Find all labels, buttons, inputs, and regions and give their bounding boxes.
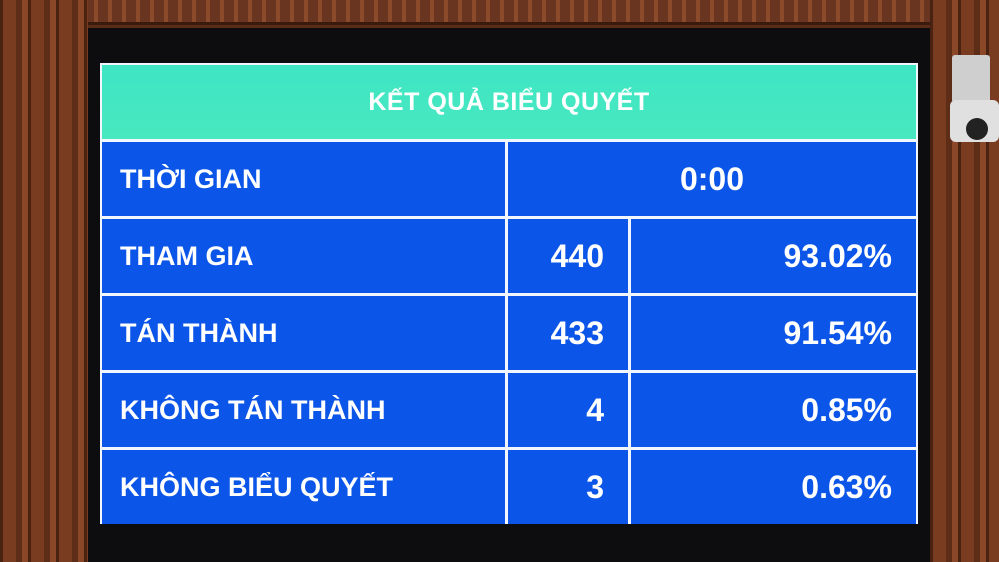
- camera-lens: [966, 118, 988, 140]
- camera-mount: [952, 55, 990, 103]
- row-percent: 93.02%: [631, 219, 916, 293]
- row-count: 440: [508, 219, 628, 293]
- row-count: 3: [508, 450, 628, 524]
- row-percent: 0.85%: [631, 373, 916, 447]
- row-percent: 91.54%: [631, 296, 916, 370]
- row-percent: 0.63%: [631, 450, 916, 524]
- row-label: KHÔNG TÁN THÀNH: [102, 373, 505, 447]
- vote-result-board: KẾT QUẢ BIỂU QUYẾT THỜI GIAN 0:00 THAM G…: [100, 63, 918, 524]
- row-label: THAM GIA: [102, 219, 505, 293]
- row-count: 433: [508, 296, 628, 370]
- row-label: TÁN THÀNH: [102, 296, 505, 370]
- time-label: THỜI GIAN: [102, 142, 505, 216]
- board-title: KẾT QUẢ BIỂU QUYẾT: [102, 65, 916, 139]
- row-label: KHÔNG BIỂU QUYẾT: [102, 450, 505, 524]
- wood-panel-left: [0, 0, 88, 562]
- time-value: 0:00: [508, 142, 916, 216]
- row-count: 4: [508, 373, 628, 447]
- wood-ceiling: [0, 0, 999, 25]
